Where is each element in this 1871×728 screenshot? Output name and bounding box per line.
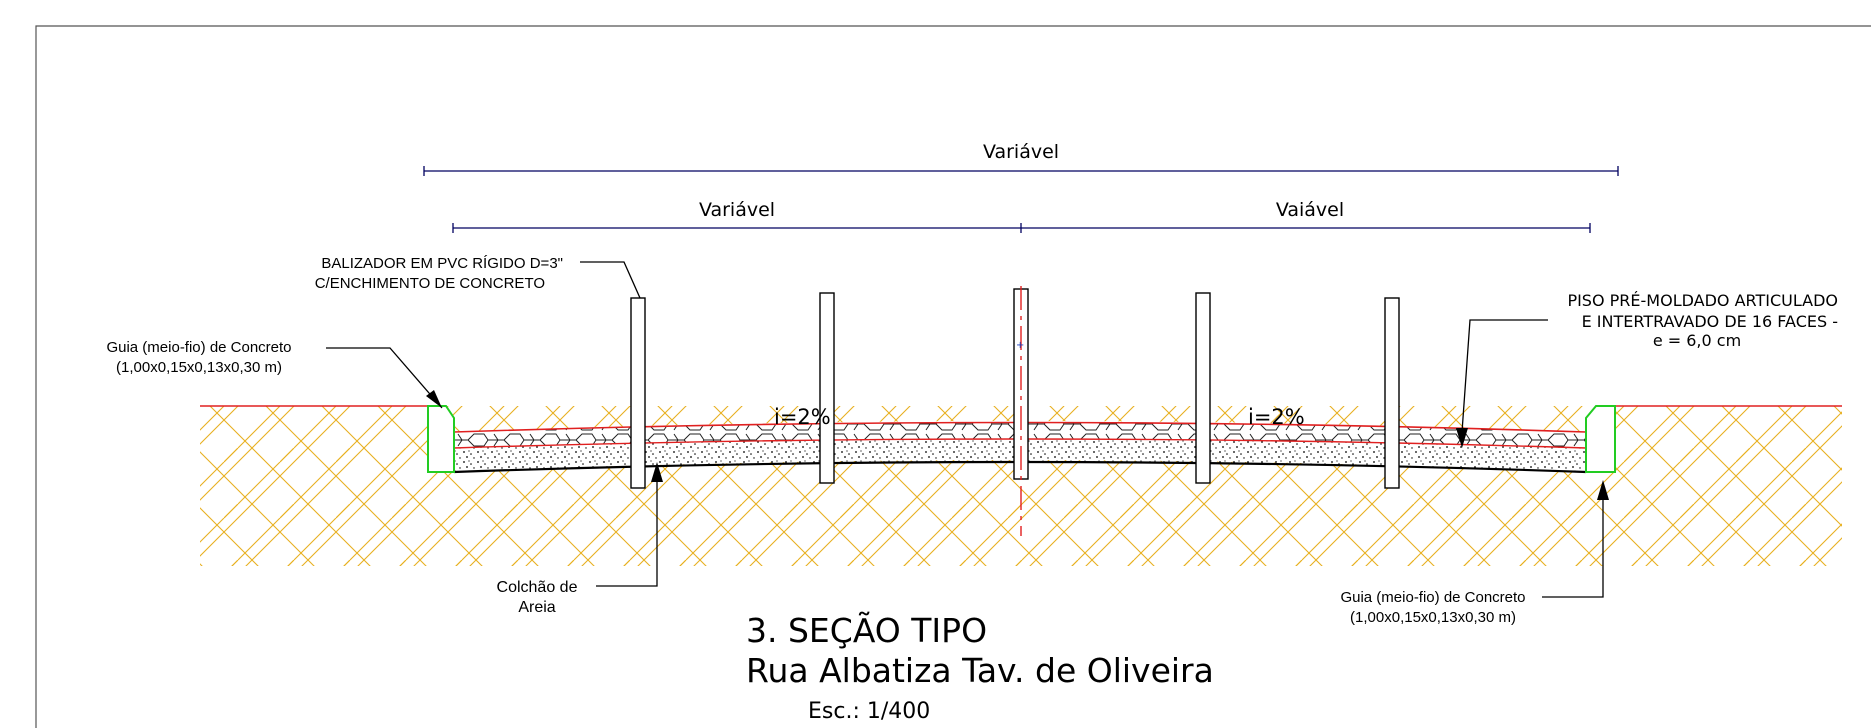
street-name: Rua Albatiza Tav. de Oliveira [746, 651, 1214, 690]
slope-right: i=2% [1248, 405, 1305, 429]
drawing-frame [35, 25, 1871, 728]
curb-right [1585, 405, 1616, 473]
bollards [630, 288, 1400, 489]
guia-left-label-1: Guia (meio-fio) de Concreto [106, 339, 291, 356]
balizador-label-1: BALIZADOR EM PVC RÍGIDO D=3" [321, 255, 563, 272]
axis-marker: + [1016, 340, 1024, 351]
bollard-2 [819, 292, 835, 484]
balizador-label-2: C/ENCHIMENTO DE CONCRETO [315, 275, 545, 292]
dimension-left: Variável [699, 199, 775, 221]
piso-label-1: PISO PRÉ-MOLDADO ARTICULADO [1567, 291, 1838, 310]
guia-right-label-1: Guia (meio-fio) de Concreto [1340, 589, 1525, 606]
curb-left [427, 405, 455, 473]
piso-label-3: e = 6,0 cm [1653, 331, 1741, 350]
colchao-label-1: Colchão de [497, 579, 578, 596]
dimension-overall: Variável [983, 141, 1059, 163]
scale-label: Esc.: 1/400 [808, 699, 930, 724]
bollard-5 [1384, 297, 1400, 489]
piso-label-2: E INTERTRAVADO DE 16 FACES - [1582, 312, 1838, 331]
guia-left-label-2: (1,00x0,15x0,13x0,30 m) [116, 359, 282, 376]
dimension-lines [423, 166, 1619, 233]
leader-lines [326, 261, 1604, 598]
leader-arrows [426, 390, 1609, 500]
guia-right-label-2: (1,00x0,15x0,13x0,30 m) [1350, 609, 1516, 626]
slope-left: i=2% [774, 405, 831, 429]
section-title: 3. SEÇÃO TIPO [746, 611, 987, 650]
bollard-4 [1195, 292, 1211, 484]
dimension-right: Vaiável [1276, 199, 1344, 221]
bollard-1 [630, 297, 646, 489]
colchao-label-2: Areia [518, 599, 555, 616]
